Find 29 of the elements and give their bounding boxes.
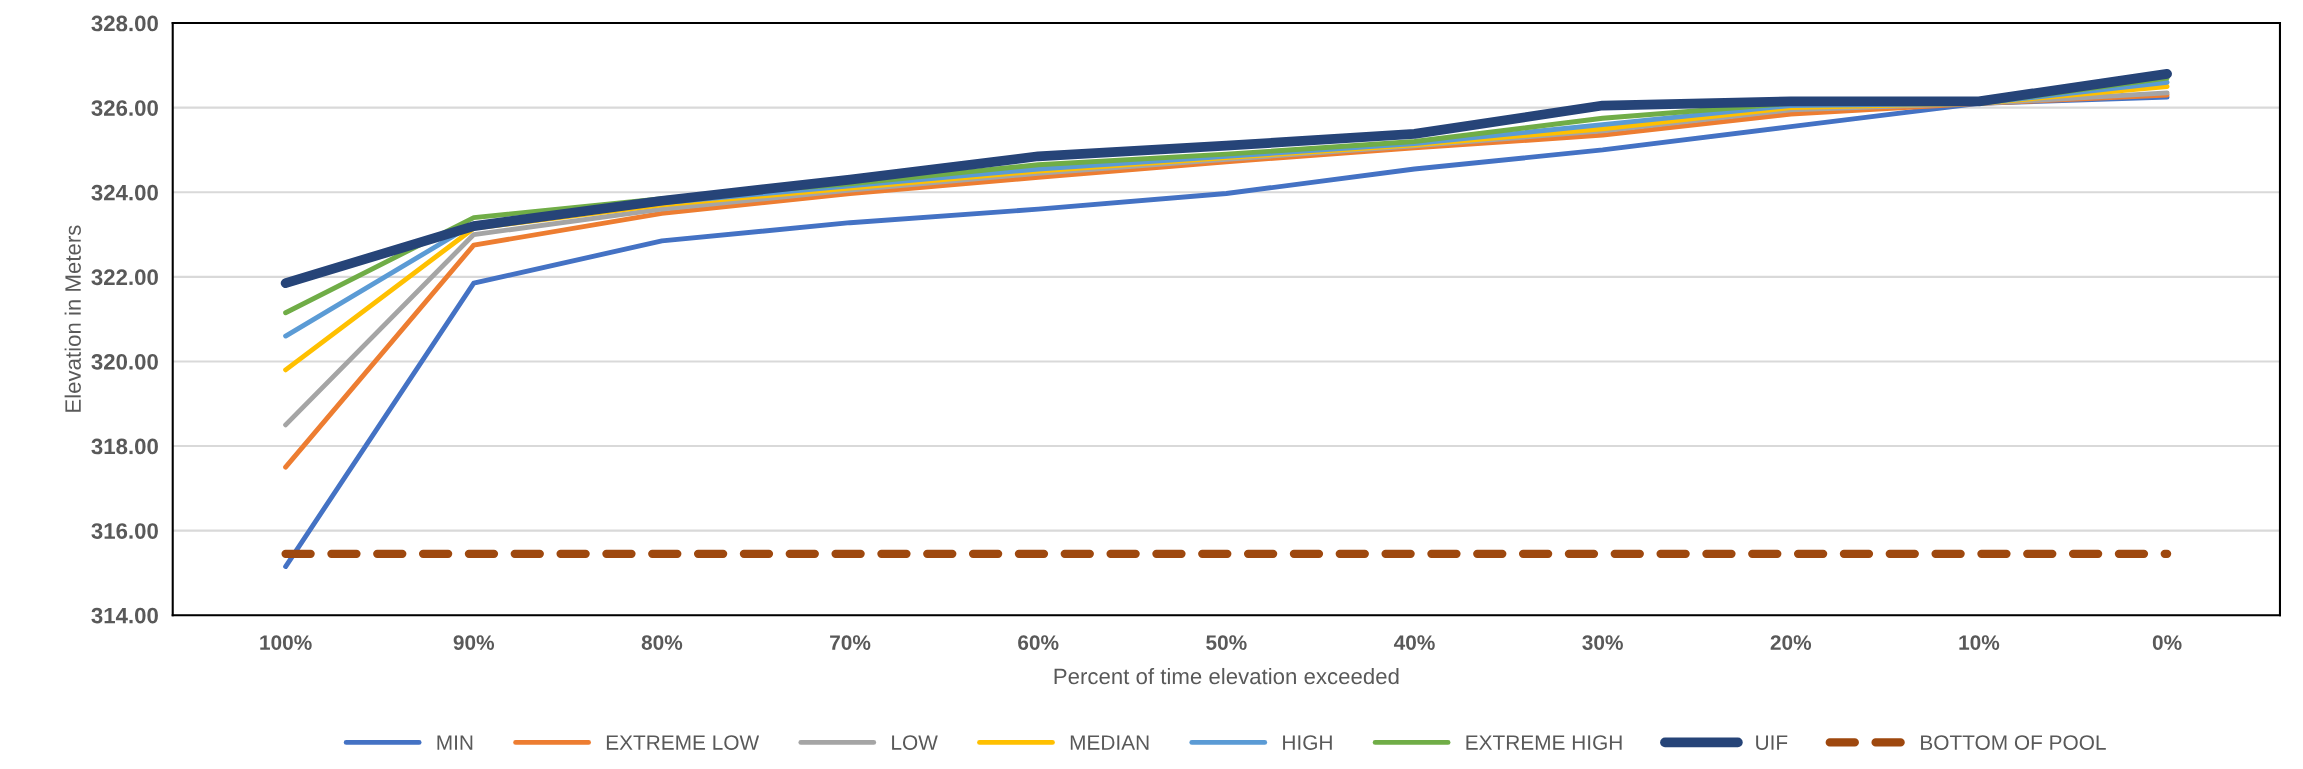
legend-label: UIF xyxy=(1756,735,1788,750)
y-tick-label: 322.00 xyxy=(91,269,158,286)
legend-label: MIN xyxy=(437,735,473,750)
y-tick-label: 328.00 xyxy=(91,15,158,32)
x-tick-label: 90% xyxy=(453,635,495,650)
y-axis-title: Elevation in Meters xyxy=(64,225,81,412)
x-tick-label: 50% xyxy=(1206,635,1247,650)
legend-label: EXTREME LOW xyxy=(606,735,760,750)
y-tick-label: 314.00 xyxy=(91,607,158,624)
y-tick-label: 326.00 xyxy=(91,100,158,116)
x-tick-label: 10% xyxy=(1959,635,2000,650)
x-tick-label: 80% xyxy=(641,635,683,650)
y-tick-label: 316.00 xyxy=(91,523,158,539)
x-tick-label: 20% xyxy=(1770,635,1812,650)
legend-label: EXTREME HIGH xyxy=(1466,735,1622,750)
y-tick-label: 320.00 xyxy=(91,353,158,370)
x-axis-title: Percent of time elevation exceeded xyxy=(1054,667,1399,685)
x-tick-label: 40% xyxy=(1393,635,1435,650)
x-tick-label: 30% xyxy=(1582,635,1623,650)
legend-label: HIGH xyxy=(1283,735,1332,750)
y-tick-label: 324.00 xyxy=(91,184,158,201)
legend-label: BOTTOM OF POOL xyxy=(1921,735,2106,750)
legend-label: MEDIAN xyxy=(1070,735,1149,750)
x-tick-label: 0% xyxy=(2152,635,2182,650)
x-tick-label: 70% xyxy=(830,635,871,650)
x-tick-label: 60% xyxy=(1018,635,1059,650)
legend-label: LOW xyxy=(892,735,938,750)
y-tick-label: 318.00 xyxy=(91,438,158,455)
x-tick-label: 100% xyxy=(260,635,312,650)
